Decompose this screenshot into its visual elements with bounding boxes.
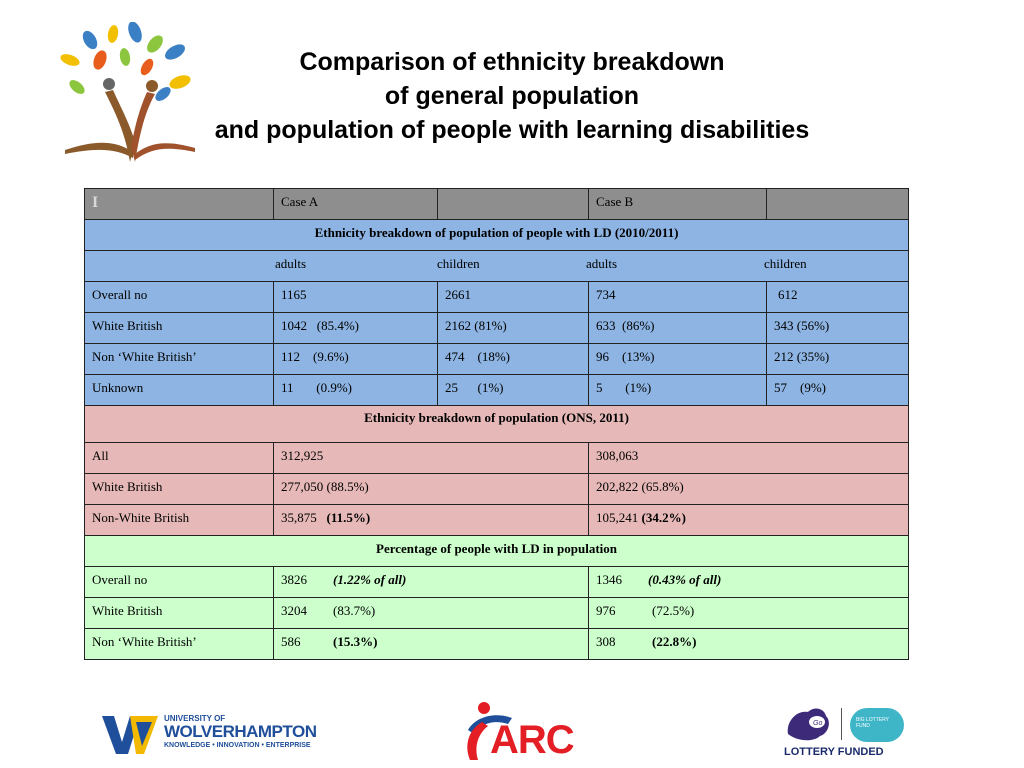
table-row: Non ‘White British’ 112 (9.6%) 474 (18%)…: [84, 343, 909, 375]
table-cell: 734: [588, 281, 767, 313]
pct-section-row: Percentage of people with LD in populati…: [84, 535, 909, 567]
table-cell: 2661: [437, 281, 589, 313]
table-cell: 57 (9%): [766, 374, 909, 406]
table-cell: 11 (0.9%): [273, 374, 438, 406]
wolverhampton-logo: UNIVERSITY OF WOLVERHAMPTON KNOWLEDGE • …: [100, 712, 330, 762]
title-line-3: and population of people with learning d…: [214, 116, 810, 144]
table-cell: 25 (1%): [437, 374, 589, 406]
row-label: White British: [84, 597, 274, 629]
age-subheader-row: adults children adults children: [84, 250, 909, 282]
row-label: Non ‘White British’: [84, 343, 274, 375]
case-b-header: Case B: [588, 188, 767, 220]
table-row: All 312,925 308,063: [84, 442, 909, 474]
corner-mark: I: [92, 194, 99, 211]
big-lottery-text: BIG LOTTERY FUND: [856, 717, 889, 729]
table-cell: 474 (18%): [437, 343, 589, 375]
table-cell-pct: (72.5%): [652, 603, 695, 618]
table-cell: 277,050 (88.5%): [281, 479, 369, 494]
logo-divider: [841, 708, 842, 740]
table-cell: 308,063: [596, 448, 639, 463]
table-cell: 312,925: [281, 448, 324, 463]
wolverhampton-line2: WOLVERHAMPTON: [164, 722, 317, 741]
table-cell: 105,241: [596, 510, 639, 525]
row-label: White British: [84, 473, 274, 505]
svg-text:Go: Go: [813, 720, 822, 727]
table-cell: 976: [596, 603, 616, 618]
table-cell: 1165: [273, 281, 438, 313]
row-label: White British: [84, 312, 274, 344]
table-cell: 3204: [281, 603, 307, 618]
ethnicity-table: I Case A Case B Ethnicity breakdown of p…: [84, 188, 909, 660]
table-cell: 202,822 (65.8%): [596, 479, 684, 494]
table-cell: 1346: [596, 572, 622, 587]
wolverhampton-line1: UNIVERSITY OF: [164, 714, 226, 723]
table-cell: 96 (13%): [588, 343, 767, 375]
ons-section-heading: Ethnicity breakdown of population (ONS, …: [84, 405, 909, 443]
table-row: White British 277,050 (88.5%) 202,822 (6…: [84, 473, 909, 505]
table-cell: 212 (35%): [766, 343, 909, 375]
table-row: Overall no 1165 2661 734 612: [84, 281, 909, 313]
table-cell: 308: [596, 634, 616, 649]
table-cell: 2162 (81%): [437, 312, 589, 344]
table-cell: 112 (9.6%): [273, 343, 438, 375]
ld-section-heading: Ethnicity breakdown of population of peo…: [84, 219, 909, 251]
table-cell: 1042 (85.4%): [273, 312, 438, 344]
row-label: Non-White British: [84, 504, 274, 536]
tree-people-logo-icon: [60, 22, 195, 162]
table-cell-pct: (34.2%): [641, 510, 686, 525]
wolverhampton-logo-icon: [102, 716, 158, 754]
title-line-2: of general population: [384, 82, 640, 110]
table-cell-pct: (1.22% of all): [333, 572, 407, 587]
wolverhampton-line3: KNOWLEDGE • INNOVATION • ENTERPRISE: [164, 742, 311, 749]
big-lottery-badge: BIG LOTTERY FUND: [850, 708, 904, 742]
case-header-row: I Case A Case B: [84, 188, 909, 220]
ld-section-row: Ethnicity breakdown of population of peo…: [84, 219, 909, 251]
subheader-children-b: children: [764, 256, 807, 271]
table-cell: 586: [281, 634, 301, 649]
subheader-adults-a: adults: [275, 256, 307, 271]
lottery-funded-text: LOTTERY FUNDED: [784, 746, 884, 758]
subheader-children-a: children: [437, 256, 480, 271]
table-cell-pct: (15.3%): [333, 634, 378, 649]
row-label: Overall no: [84, 566, 274, 598]
table-row: Non ‘White British’ 586 (15.3%) 308 (22.8%…: [84, 628, 909, 660]
table-cell: 3826: [281, 572, 307, 587]
table-cell-pct: (83.7%): [333, 603, 376, 618]
table-cell-pct: (22.8%): [652, 634, 697, 649]
table-row: Unknown 11 (0.9%) 25 (1%) 5 (1%) 57 (9%): [84, 374, 909, 406]
table-row: White British 1042 (85.4%) 2162 (81%) 63…: [84, 312, 909, 344]
row-label: All: [84, 442, 274, 474]
arc-figure-icon: [467, 702, 512, 760]
title-line-1: Comparison of ethnicity breakdown: [299, 48, 725, 76]
lottery-hand-icon: Go: [787, 708, 829, 741]
row-label: Unknown: [84, 374, 274, 406]
table-cell: 633 (86%): [588, 312, 767, 344]
table-cell: 343 (56%): [766, 312, 909, 344]
table-row: White British 3204 (83.7%) 976 (72.5%): [84, 597, 909, 629]
table-row: Non-White British 35,875 (11.5%) 105,241…: [84, 504, 909, 536]
row-label: Overall no: [84, 281, 274, 313]
arc-text: ARC: [490, 718, 575, 762]
ons-section-row: Ethnicity breakdown of population (ONS, …: [84, 405, 909, 443]
subheader-adults-b: adults: [586, 256, 618, 271]
table-cell: 35,875: [281, 510, 317, 525]
table-cell-pct: (11.5%): [326, 510, 371, 525]
table-cell: 5 (1%): [588, 374, 767, 406]
arc-logo: ARC: [462, 700, 587, 764]
pct-section-heading: Percentage of people with LD in populati…: [84, 535, 909, 567]
page-title: Comparison of ethnicity breakdown of gen…: [0, 45, 1024, 147]
lottery-logo: Go BIG LOTTERY FUND LOTTERY FUNDED: [784, 704, 914, 762]
table-cell-pct: (0.43% of all): [648, 572, 722, 587]
table-cell: 612: [766, 281, 909, 313]
case-a-header: Case A: [273, 188, 438, 220]
row-label: Non ‘White British’: [84, 628, 274, 660]
table-row: Overall no 3826 (1.22% of all) 1346 (0.43%…: [84, 566, 909, 598]
